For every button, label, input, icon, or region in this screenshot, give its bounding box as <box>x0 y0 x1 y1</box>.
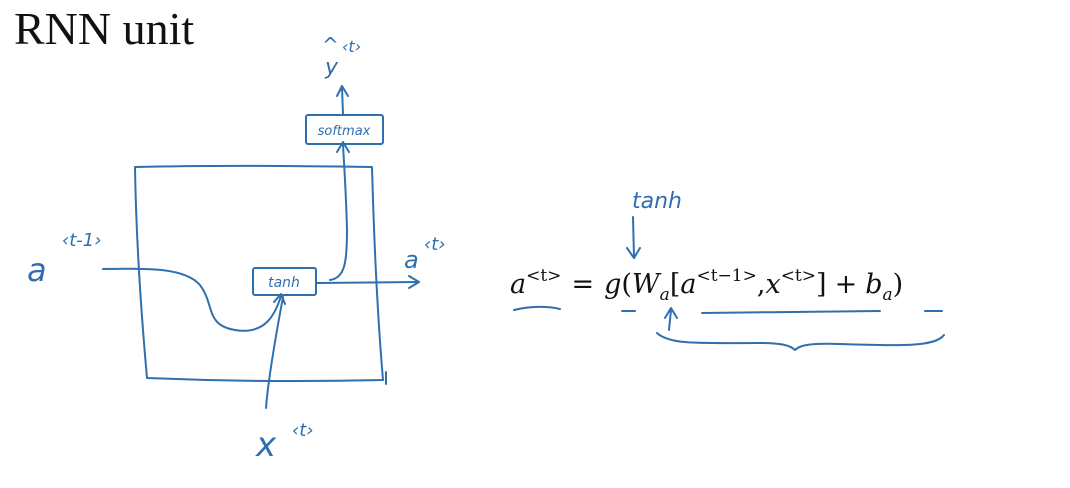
eq-open-paren: ( <box>621 269 632 300</box>
eq-func: g <box>604 269 621 300</box>
tanh-box <box>252 267 317 296</box>
eq-x-base: x <box>765 269 780 300</box>
eq-bias-base: b <box>865 269 882 300</box>
x-in-sup: ‹t› <box>292 420 313 441</box>
equation-annotation: tanh <box>632 189 682 214</box>
eq-close-paren: ) <box>893 269 904 300</box>
a-out-arrowhead <box>408 275 420 289</box>
a-out-sup: ‹t› <box>424 234 445 255</box>
eq-x-sup: <t> <box>781 266 816 286</box>
yhat-sup: ‹t› <box>342 37 361 56</box>
eq-comma: , <box>757 269 766 300</box>
x-input-arrow <box>265 296 284 409</box>
a-out-arrow <box>315 281 420 284</box>
eq-equals: = <box>571 269 594 300</box>
x-in-base: x <box>255 425 277 465</box>
eq-lhs-sup: <t> <box>526 266 561 286</box>
brace-under-terms <box>656 332 945 351</box>
a-prev-base: a <box>27 251 47 289</box>
annotation-arrow <box>632 216 635 258</box>
to-softmax-arrow <box>329 143 348 281</box>
eq-plus: + <box>835 269 858 300</box>
tanh-box-label: tanh <box>268 275 300 291</box>
eq-lhs-base: a <box>510 269 526 300</box>
eq-weight-base: W <box>632 269 662 300</box>
cell-box <box>134 164 384 383</box>
eq-open-bracket: [ <box>670 269 681 300</box>
to-yhat-arrowhead <box>336 85 349 97</box>
yhat-hat: ^ <box>322 33 339 57</box>
equation: a<t> = g(Wa[a<t−1>,x<t>] + ba) <box>510 266 903 305</box>
to-softmax-arrowhead <box>336 141 350 153</box>
eq-bias-sub: a <box>882 285 892 305</box>
softmax-box-label: softmax <box>318 124 371 139</box>
yhat-base: y <box>324 55 339 80</box>
pointer-arrow <box>668 309 672 331</box>
a-out-base: a <box>404 246 419 274</box>
eq-prev-a-sup: <t−1> <box>696 266 756 286</box>
pointer-arrowhead <box>664 307 678 319</box>
a-prev-sup: ‹t-1› <box>62 230 101 251</box>
eq-close-bracket: ] <box>816 269 827 300</box>
a-prev-arrow <box>102 267 282 332</box>
underline-stack <box>701 310 881 314</box>
underline-lhs <box>513 305 561 311</box>
eq-weight-sub: a <box>660 285 670 305</box>
annotation-arrowhead <box>626 247 641 259</box>
slide-title: RNN unit <box>14 3 195 54</box>
to-yhat-arrow <box>341 87 344 115</box>
eq-prev-a-base: a <box>680 269 696 300</box>
softmax-box <box>305 114 384 145</box>
